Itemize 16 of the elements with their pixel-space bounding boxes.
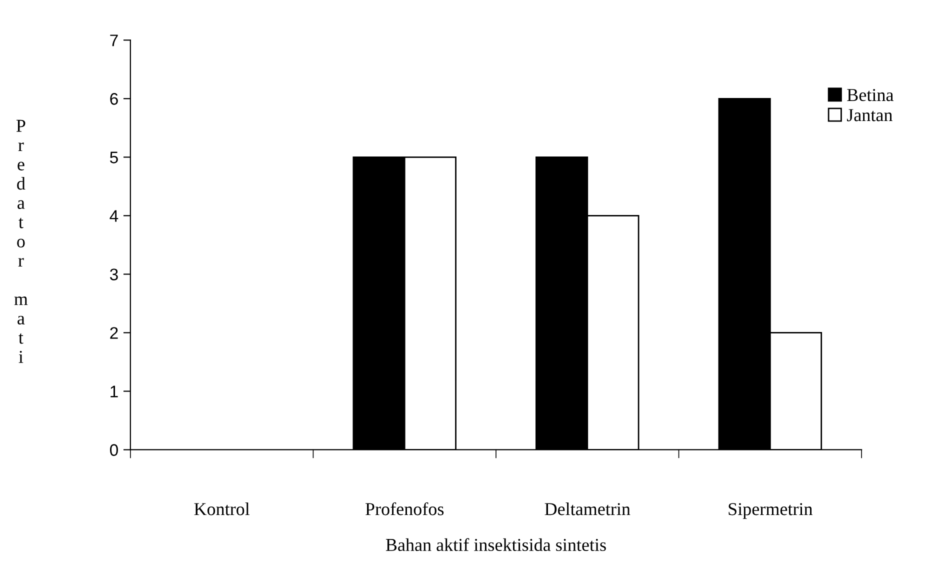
y-tick-label: 6 bbox=[110, 93, 118, 105]
y-tick-label: 2 bbox=[110, 327, 118, 339]
y-tick-label: 1 bbox=[110, 386, 118, 398]
x-tick-label: Profenofos bbox=[366, 502, 444, 516]
legend-label: Jantan bbox=[847, 109, 892, 122]
x-tick-label: Sipermetrin bbox=[728, 503, 813, 519]
text: Predator mati bbox=[14, 120, 28, 363]
x-tick-label: Kontrol bbox=[194, 502, 250, 516]
x-axis-title: Bahan aktif insektisida sintetis bbox=[386, 538, 606, 552]
legend-label: Betina bbox=[847, 88, 894, 102]
y-tick-label: 3 bbox=[110, 268, 118, 280]
y-tick-label: 7 bbox=[110, 34, 118, 46]
x-tick-label: Deltametrin bbox=[544, 502, 630, 516]
y-tick-label: 0 bbox=[110, 444, 118, 456]
y-tick-label: 5 bbox=[110, 152, 118, 164]
y-tick-label: 4 bbox=[110, 210, 118, 222]
